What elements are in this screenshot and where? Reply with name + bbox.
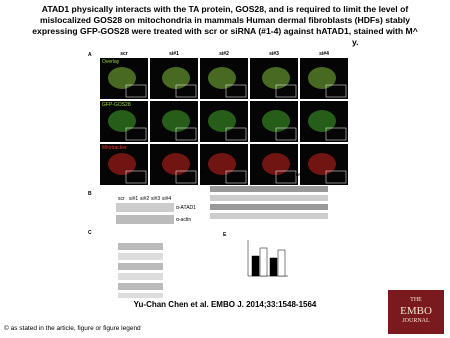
tissue-label: Brain bbox=[230, 172, 242, 178]
title-end: y. bbox=[352, 37, 359, 47]
cell-signal bbox=[308, 110, 336, 132]
blot-label: α-actin bbox=[176, 217, 191, 223]
footer: © as stated in the article, figure or fi… bbox=[4, 325, 141, 332]
inset bbox=[225, 84, 247, 98]
bar-shape bbox=[259, 247, 268, 277]
logo-line: JOURNAL bbox=[402, 318, 430, 324]
inset bbox=[125, 127, 147, 141]
inset bbox=[175, 84, 197, 98]
column-label: si#3 bbox=[269, 51, 279, 57]
inset bbox=[275, 170, 297, 184]
inset bbox=[325, 170, 347, 184]
cell-signal bbox=[162, 67, 190, 89]
cell-signal bbox=[208, 153, 236, 175]
lane-label: si#1 bbox=[129, 196, 138, 202]
blot bbox=[210, 186, 328, 192]
cell-signal bbox=[262, 153, 290, 175]
lane-label: scr bbox=[118, 196, 125, 202]
title: ATAD1 physically interacts with the TA p… bbox=[32, 4, 418, 36]
cell-signal bbox=[108, 153, 136, 175]
panel-label: E bbox=[223, 232, 227, 238]
inset bbox=[125, 84, 147, 98]
blot bbox=[118, 253, 163, 260]
inset bbox=[225, 170, 247, 184]
cell-signal bbox=[262, 67, 290, 89]
inset bbox=[325, 84, 347, 98]
blot bbox=[118, 243, 163, 250]
blot bbox=[210, 195, 328, 201]
blot bbox=[116, 203, 174, 212]
row-label: GFP-GOS28 bbox=[102, 102, 131, 108]
cell-signal bbox=[108, 67, 136, 89]
blot bbox=[118, 283, 163, 290]
cell-signal bbox=[308, 153, 336, 175]
bar-shape bbox=[251, 255, 260, 277]
row-label: Overlay bbox=[102, 59, 120, 65]
cell-signal bbox=[208, 67, 236, 89]
cell-signal bbox=[208, 110, 236, 132]
lane-label: si#2 bbox=[140, 196, 149, 202]
logo: THE EMBO JOURNAL bbox=[388, 290, 444, 334]
cell-signal bbox=[308, 67, 336, 89]
citation: Yu-Chan Chen et al. EMBO J. 2014;33:1548… bbox=[133, 300, 317, 309]
panel-label: C bbox=[88, 230, 92, 236]
logo-line: THE bbox=[410, 297, 422, 303]
inset bbox=[225, 127, 247, 141]
blot bbox=[118, 273, 163, 280]
inset bbox=[275, 127, 297, 141]
lane-label: si#3 bbox=[151, 196, 160, 202]
row-label: Mitotracker bbox=[102, 145, 127, 151]
cell-signal bbox=[108, 110, 136, 132]
cell-signal bbox=[162, 110, 190, 132]
column-label: si#2 bbox=[219, 51, 229, 57]
inset bbox=[275, 84, 297, 98]
blot bbox=[118, 263, 163, 270]
column-label: si#1 bbox=[169, 51, 179, 57]
panel-label: A bbox=[88, 52, 92, 58]
inset bbox=[125, 170, 147, 184]
cell-signal bbox=[162, 153, 190, 175]
lane-label: si#4 bbox=[162, 196, 171, 202]
inset bbox=[175, 170, 197, 184]
column-label: si#4 bbox=[319, 51, 329, 57]
column-label: scr bbox=[120, 51, 128, 57]
blot bbox=[210, 213, 328, 219]
blot-label: α-ATAD1 bbox=[176, 205, 196, 211]
tissue-label: Liver bbox=[293, 172, 304, 178]
panel-label: B bbox=[88, 191, 92, 197]
cell-signal bbox=[262, 110, 290, 132]
blot bbox=[118, 293, 163, 298]
logo-line: EMBO bbox=[400, 305, 432, 317]
bar-shape bbox=[277, 249, 286, 277]
figure: scr si#1 si#2 si#3 si#4OverlayGFP-GOS28Mitot… bbox=[88, 51, 348, 298]
bar-shape bbox=[269, 257, 278, 277]
blot bbox=[116, 215, 174, 224]
blot bbox=[210, 204, 328, 210]
inset bbox=[325, 127, 347, 141]
panel-label: D bbox=[200, 170, 204, 176]
inset bbox=[175, 127, 197, 141]
